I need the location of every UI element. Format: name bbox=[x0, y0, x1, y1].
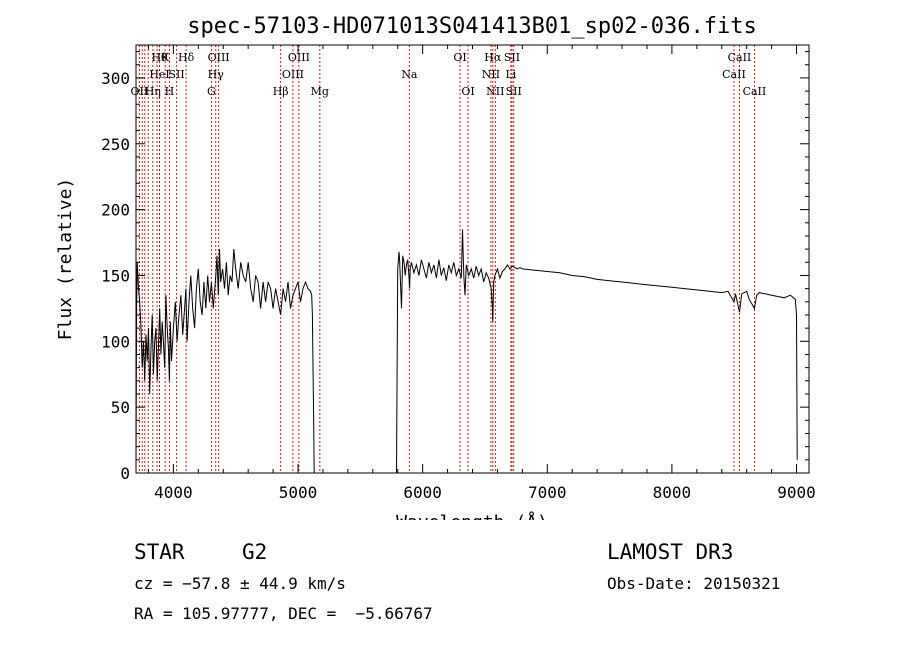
line-marker-label-14: OIII bbox=[208, 51, 230, 64]
spectrum-segment-0-0 bbox=[135, 249, 315, 474]
spectrum-segment-0-1 bbox=[396, 229, 798, 474]
line-marker-label-4: Hη bbox=[145, 85, 161, 98]
y-tick-label-6: 300 bbox=[101, 69, 130, 88]
x-axis-ticks: 4000 5000 6000 7000 8000 9000 bbox=[147, 45, 816, 502]
line-marker-label-7: HeI bbox=[149, 68, 169, 81]
line-marker-label-8: K bbox=[161, 51, 170, 64]
line-marker-label-22: NII bbox=[482, 68, 500, 81]
line-marker-label-15: Hβ bbox=[273, 85, 289, 98]
spectral-line-markers bbox=[138, 45, 755, 473]
y-tick-label-4: 200 bbox=[101, 201, 130, 220]
chart-title: spec-57103-HD071013S041413B01_sp02-036.f… bbox=[187, 14, 757, 39]
line-marker-label-10: SII bbox=[169, 68, 185, 81]
line-marker-label-16: OIII bbox=[282, 68, 304, 81]
line-marker-label-24: NII bbox=[486, 85, 504, 98]
line-marker-label-13: Hγ bbox=[208, 68, 225, 81]
line-marker-label-6: Hθ bbox=[151, 51, 168, 64]
line-marker-label-28: CaII bbox=[722, 68, 746, 81]
line-marker-label-9: H bbox=[165, 85, 175, 98]
line-marker-label-19: Na bbox=[401, 68, 418, 81]
spectrum-line bbox=[135, 229, 798, 474]
y-axis-ticks: 0 50 100 150 200 250 300 bbox=[101, 51, 809, 483]
x-tick-label-2: 6000 bbox=[403, 483, 442, 502]
x-tick-label-3: 7000 bbox=[528, 483, 567, 502]
line-marker-label-11: Hδ bbox=[178, 51, 195, 64]
line-marker-label-21: OI bbox=[461, 85, 474, 98]
line-marker-label-23: Hα bbox=[484, 51, 502, 64]
y-axis-label: Flux (relative) bbox=[55, 178, 76, 341]
line-marker-label-12: G bbox=[207, 85, 216, 98]
ra-dec-coordinates: RA = 105.97777, DEC = −5.66767 bbox=[134, 604, 433, 623]
line-marker-label-26: SII bbox=[504, 51, 520, 64]
plot-frame bbox=[135, 44, 810, 474]
spectral-line-labels: OIIHηHθHeIKHSIIHδGHγOIIIHβOIIIOIIIMgNaOI… bbox=[131, 51, 767, 98]
line-marker-label-29: CaII bbox=[728, 51, 752, 64]
line-marker-label-18: Mg bbox=[311, 85, 329, 98]
y-tick-label-5: 250 bbox=[101, 135, 130, 154]
x-axis-label: Wavelength (Å) bbox=[396, 511, 548, 520]
line-marker-label-20: OI bbox=[453, 51, 466, 64]
x-tick-label-4: 8000 bbox=[653, 483, 692, 502]
observation-date: Obs-Date: 20150321 bbox=[607, 574, 781, 593]
object-subclass: G2 bbox=[242, 540, 268, 564]
x-tick-label-1: 5000 bbox=[279, 483, 318, 502]
line-marker-label-17: OIII bbox=[288, 51, 310, 64]
line-marker-label-27: SII bbox=[506, 85, 522, 98]
survey-name: LAMOST DR3 bbox=[607, 540, 734, 564]
y-tick-label-1: 50 bbox=[111, 398, 130, 417]
y-tick-label-2: 100 bbox=[101, 332, 130, 351]
x-tick-label-0: 4000 bbox=[154, 483, 193, 502]
object-class: STAR bbox=[134, 540, 185, 564]
spectrum-chart: spec-57103-HD071013S041413B01_sp02-036.f… bbox=[55, 14, 816, 520]
y-tick-label-3: 150 bbox=[101, 266, 130, 285]
line-marker-label-25: Li bbox=[505, 68, 516, 81]
redshift-cz: cz = −57.8 ± 44.9 km/s bbox=[134, 574, 346, 593]
line-marker-label-30: CaII bbox=[743, 85, 767, 98]
y-tick-label-0: 0 bbox=[120, 464, 130, 483]
x-tick-label-5: 9000 bbox=[777, 483, 816, 502]
